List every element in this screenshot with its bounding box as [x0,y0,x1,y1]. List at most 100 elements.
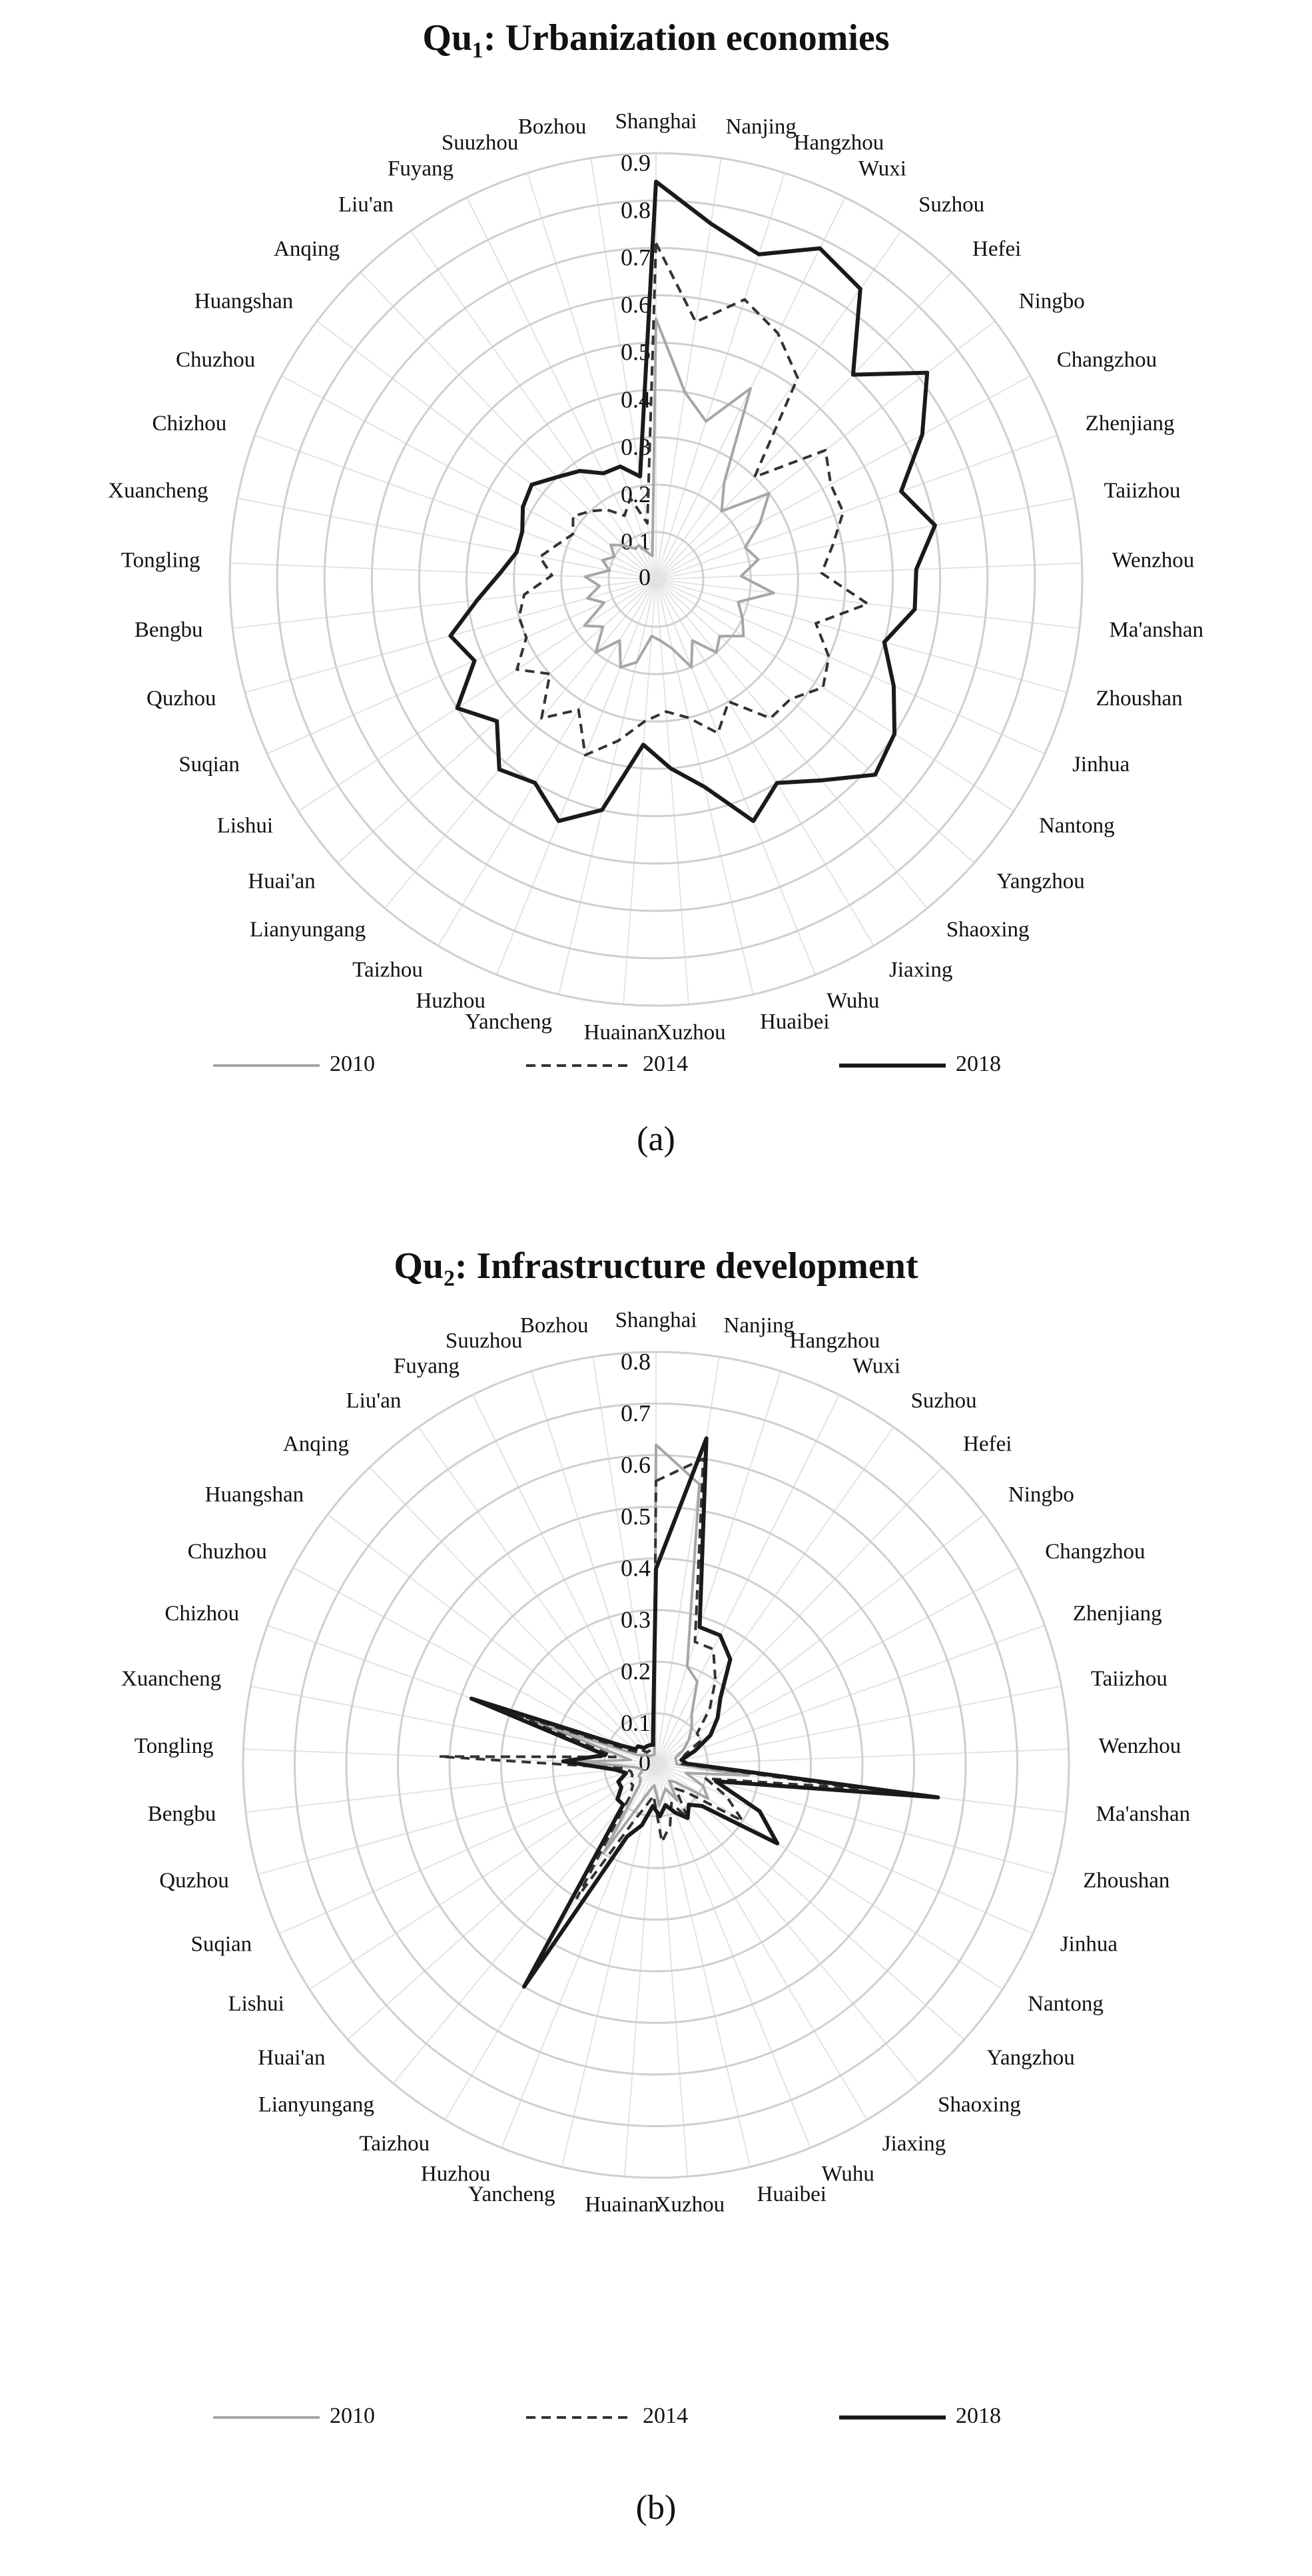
category-label: Bozhou [518,115,587,139]
category-label: Zhoushan [1083,1869,1169,1893]
category-label: Suuzhou [446,1329,523,1353]
r-tick-label: 0 [639,563,651,590]
category-label: Shanghai [615,1309,697,1333]
legend-label: 2010 [330,2404,375,2428]
category-label: Nantong [1028,1992,1104,2016]
series-line [438,1457,862,1899]
grid-ring [294,1403,1018,2127]
spoke [526,172,657,580]
category-label: Suzhou [911,1389,977,1413]
category-label: Changzhou [1057,348,1157,372]
spoke [655,172,786,580]
spoke [254,434,657,580]
category-label: Suzhou [918,192,984,216]
category-label: Shaoxing [946,918,1030,942]
spoke [655,562,1082,580]
category-label: Ningbo [1008,1482,1074,1506]
category-label: Taiizhou [1104,479,1180,503]
category-label: Lishui [217,814,273,838]
category-label: Huaibei [757,2182,826,2206]
category-label: Huaibei [760,1010,829,1034]
category-label: Suuzhou [442,131,519,155]
category-label: Wenzhou [1099,1734,1181,1758]
category-label: Hangzhou [790,1329,880,1353]
series-line [469,1436,940,1989]
r-tick-label: 0.2 [621,1658,651,1684]
grid-ring [513,436,799,723]
category-label: Shanghai [615,110,697,134]
chart-title: Qu₁: Urbanization economies [422,17,889,59]
category-label: Liu'an [338,192,394,216]
r-tick-label: 0.1 [621,1710,651,1736]
category-label: Huainan [585,2193,659,2217]
r-tick-label: 0.2 [621,481,651,507]
series-line [448,179,937,823]
grid-ring [228,152,1084,1007]
spoke [384,579,657,909]
caption: (a) [637,1120,675,1158]
category-label: Wuhu [826,989,879,1013]
spoke [655,158,722,580]
grid-ring [242,1351,1070,2179]
category-label: Zhenjiang [1086,412,1175,436]
spoke [495,579,657,975]
category-label: Lianyungang [258,2093,374,2117]
grid-ring [560,483,752,675]
spoke [655,579,1046,755]
spoke [655,579,1068,693]
legend-label: 2014 [643,2404,688,2428]
category-label: Tongling [121,548,200,572]
category-label: Xuzhou [655,2193,725,2217]
category-label: Zhenjiang [1073,1602,1162,1626]
spoke [623,579,657,1005]
category-label: Ma'anshan [1109,618,1203,642]
category-label: Chizhou [164,1602,239,1626]
category-label: Xuzhou [656,1021,725,1045]
category-label: Jinhua [1072,753,1130,777]
category-label: Taiizhou [1091,1667,1167,1691]
category-label: Xuancheng [108,479,208,503]
r-tick-label: 0.3 [621,434,651,460]
category-label: Quzhou [147,687,216,711]
category-label: Jiaxing [889,958,952,982]
r-tick-label: 0.7 [621,244,651,270]
spoke [281,375,657,580]
category-label: Suqian [178,753,240,777]
spoke [655,579,817,975]
category-label: Huangshan [205,1482,304,1506]
category-label: Nanjing [726,115,797,139]
legend-label: 2014 [643,1052,688,1076]
category-label: Changzhou [1045,1540,1145,1564]
legend-label: 2010 [330,1052,375,1076]
category-label: Wuhu [822,2162,874,2186]
r-tick-label: 0.6 [621,292,651,318]
category-label: Hefei [972,237,1021,261]
spoke [655,579,975,864]
r-tick-label: 0.4 [621,1554,651,1581]
spoke [237,497,657,580]
caption: (b) [636,2489,677,2527]
category-label: Fuyang [388,157,454,181]
category-label: Yangzhou [996,869,1084,893]
category-label: Suqian [191,1933,252,1957]
spoke [590,158,657,580]
spoke [298,579,657,812]
spoke [655,579,928,909]
category-label: Bozhou [520,1313,589,1337]
category-label: Huzhou [416,989,485,1013]
spoke [232,579,657,629]
spoke [266,579,657,755]
spoke [558,579,657,995]
spoke [655,497,1075,580]
category-label: Huai'an [248,869,315,893]
r-tick-label: 0.8 [621,1348,651,1375]
r-tick-label: 0.7 [621,1400,651,1427]
category-label: Huangshan [194,289,293,313]
category-label: Ma'anshan [1096,1802,1191,1826]
spoke [655,434,1058,580]
r-tick-label: 0.8 [621,196,651,223]
category-label: Lianyungang [250,918,366,942]
category-label: Tongling [135,1734,214,1758]
grid-ring [370,294,942,865]
